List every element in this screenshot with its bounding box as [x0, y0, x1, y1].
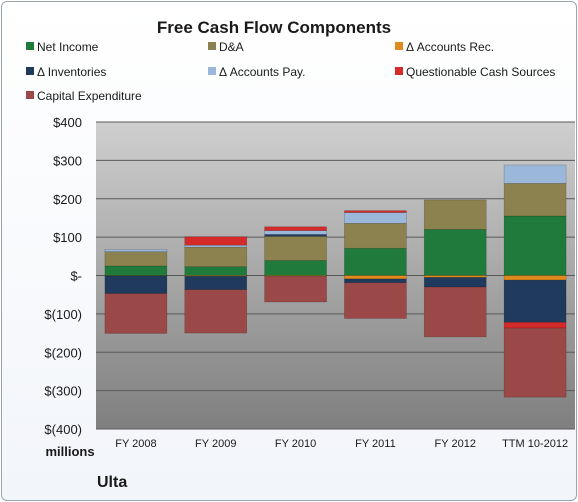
- bar-delta-accounts-rec-fy-2011: [344, 275, 407, 280]
- y-tick-label: $300: [53, 153, 82, 168]
- x-tick-label: FY 2012: [435, 438, 476, 450]
- legend-label-capital-expenditure: Capital Expenditure: [37, 89, 142, 103]
- bar-questionable-cash-sources-ttm-10-2012: [503, 322, 567, 329]
- x-axis: FY 2008 FY 2009 FY 2010 FY 2011 FY 2012 TTM 1…: [115, 438, 568, 450]
- legend-label-delta-inventories: Δ Inventories: [37, 65, 106, 79]
- bar-d-a-fy-2009: [184, 246, 248, 267]
- x-tick-label: FY 2011: [355, 438, 396, 450]
- bar-net-income-fy-2011: [344, 247, 407, 276]
- bar-delta-inventories-fy-2008: [104, 275, 168, 294]
- y-tick-label: $-: [70, 269, 82, 284]
- bar-capital-expenditure-ttm-10-2012: [503, 327, 567, 398]
- x-tick-label: TTM 10-2012: [502, 438, 568, 450]
- bar-net-income-fy-2010: [264, 260, 327, 276]
- x-tick-label: FY 2009: [195, 438, 236, 450]
- x-tick-label: FY 2010: [275, 438, 316, 450]
- bar-delta-inventories-ttm-10-2012: [503, 279, 567, 323]
- bar-d-a-fy-2012: [423, 199, 487, 230]
- gridlines: [96, 121, 575, 430]
- bar-questionable-cash-sources-fy-2009: [184, 236, 248, 246]
- bar-d-a-fy-2011: [344, 223, 407, 249]
- legend-swatch-questionable-cash-sources: [395, 67, 403, 75]
- legend-swatch-delta-accounts-rec: [395, 42, 403, 50]
- y-tick-label: $(400): [44, 422, 82, 437]
- bar-capital-expenditure-fy-2010: [264, 275, 327, 303]
- y-tick-label: $200: [53, 192, 82, 207]
- bar-capital-expenditure-fy-2009: [184, 289, 248, 334]
- legend-label-questionable-cash-sources: Questionable Cash Sources: [406, 65, 555, 79]
- y-tick-label: $(300): [44, 384, 82, 399]
- legend-swatch-d-a: [208, 42, 216, 50]
- bar-d-a-fy-2008: [104, 251, 168, 267]
- bar-delta-accounts-rec-ttm-10-2012: [503, 275, 567, 281]
- legend-swatch-capital-expenditure: [26, 91, 34, 99]
- bar-net-income-ttm-10-2012: [503, 215, 567, 276]
- legend-label-d-a: D&A: [219, 40, 244, 54]
- legend-swatch-net-income: [26, 42, 34, 50]
- bar-delta-accounts-pay-fy-2008: [104, 249, 168, 253]
- bar-delta-inventories-fy-2012: [423, 277, 487, 288]
- unit-label: millions: [45, 444, 94, 459]
- company-name: Ulta: [97, 474, 127, 491]
- legend: Net Income D&A Δ Accounts Rec. Δ Inventorie…: [26, 40, 555, 103]
- y-tick-label: $(100): [44, 307, 82, 322]
- bar-delta-accounts-pay-fy-2011: [344, 212, 407, 224]
- bar-net-income-fy-2012: [423, 229, 487, 276]
- bar-delta-accounts-pay-fy-2010: [264, 230, 327, 235]
- chart-title: Free Cash Flow Components: [157, 18, 391, 37]
- legend-label-net-income: Net Income: [37, 40, 99, 54]
- bar-capital-expenditure-fy-2008: [104, 293, 168, 334]
- bar-net-income-fy-2009: [184, 266, 248, 276]
- y-axis: $400 $300 $200 $100 $- $(100) $(200) $(300) $(40…: [44, 115, 82, 437]
- bar-capital-expenditure-fy-2011: [344, 282, 407, 319]
- legend-label-delta-accounts-pay: Δ Accounts Pay.: [219, 65, 306, 79]
- legend-swatch-delta-inventories: [26, 67, 34, 75]
- legend-swatch-delta-accounts-pay: [208, 67, 216, 75]
- legend-label-delta-accounts-rec: Δ Accounts Rec.: [406, 40, 494, 54]
- y-tick-label: $100: [53, 230, 82, 245]
- bar-capital-expenditure-fy-2012: [423, 286, 487, 338]
- y-tick-label: $(200): [44, 345, 82, 360]
- bar-delta-accounts-pay-ttm-10-2012: [503, 164, 567, 184]
- bar-delta-inventories-fy-2011: [344, 278, 407, 284]
- bar-questionable-cash-sources-fy-2010: [264, 226, 327, 231]
- bar-delta-inventories-fy-2009: [184, 275, 248, 290]
- bar-d-a-fy-2010: [264, 236, 327, 261]
- bars: [104, 164, 567, 398]
- bar-d-a-ttm-10-2012: [503, 183, 567, 217]
- bar-questionable-cash-sources-fy-2011: [344, 210, 407, 213]
- y-tick-label: $400: [53, 115, 82, 130]
- x-tick-label: FY 2008: [115, 438, 156, 450]
- bar-net-income-fy-2008: [104, 265, 168, 276]
